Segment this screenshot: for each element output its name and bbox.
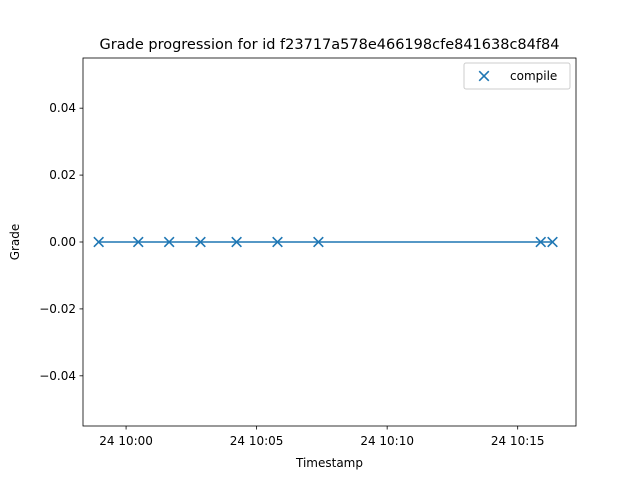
data-point — [163, 236, 175, 248]
ticks-group: 0.04 0.02 0.00 −0.02 −0.04 24 10:00 24 10:05 24… — [39, 101, 544, 448]
legend-label: compile — [510, 69, 557, 83]
data-point — [313, 236, 324, 248]
x-tick-label: 24 10:00 — [99, 434, 153, 448]
y-tick-label: −0.02 — [39, 302, 76, 316]
data-point — [93, 236, 105, 248]
legend: compile — [463, 62, 571, 90]
data-point — [535, 236, 547, 248]
data-point — [547, 236, 558, 248]
data-point — [231, 236, 242, 248]
data-point — [195, 236, 206, 248]
legend-x-icon — [478, 70, 490, 82]
x-tick-label: 24 10:15 — [491, 434, 545, 448]
y-axis-label: Grade — [8, 224, 22, 261]
y-tick-label: −0.04 — [39, 369, 76, 383]
x-axis-label: Timestamp — [295, 456, 363, 470]
chart-title: Grade progression for id f23717a578e4661… — [100, 37, 560, 53]
legend-box — [463, 62, 571, 90]
y-tick-label: 0.02 — [49, 168, 76, 182]
y-tick-label: 0.00 — [49, 235, 76, 249]
plot-area — [93, 236, 558, 248]
data-point — [132, 236, 144, 248]
x-tick-label: 24 10:10 — [360, 434, 414, 448]
legend-marker-x-icon — [478, 70, 490, 82]
x-tick-label: 24 10:05 — [230, 434, 284, 448]
data-point — [272, 236, 283, 248]
y-tick-label: 0.04 — [49, 101, 76, 115]
